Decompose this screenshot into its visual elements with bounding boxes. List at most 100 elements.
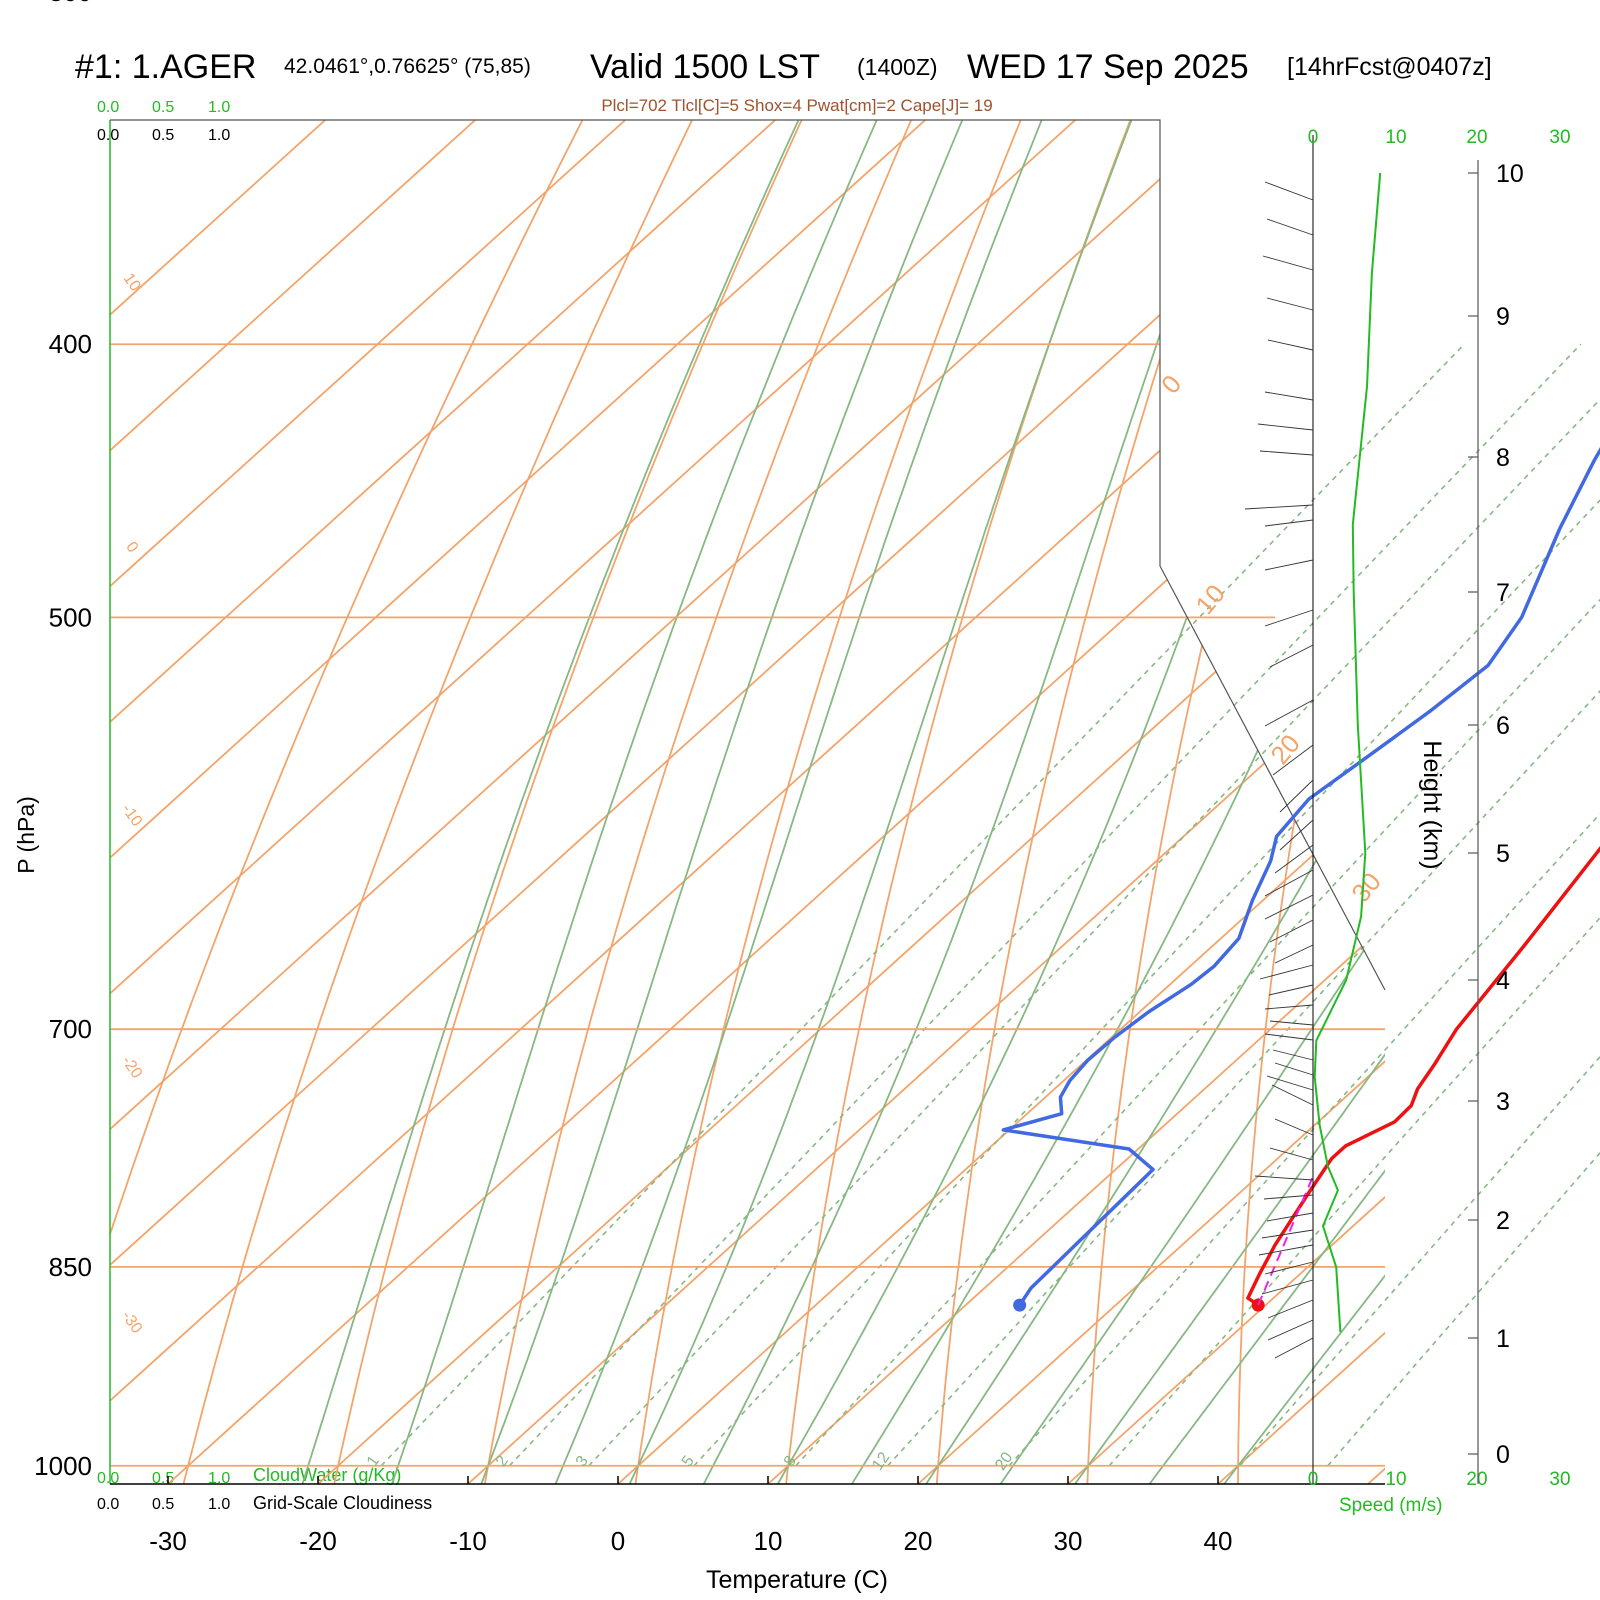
isotherm-line bbox=[110, 120, 1385, 1484]
wind-barb bbox=[1259, 450, 1314, 456]
height-tick-label: 4 bbox=[1496, 967, 1510, 995]
speed-tick-bottom: 0 bbox=[1308, 1469, 1319, 1490]
pressure-label: 850 bbox=[49, 1252, 92, 1282]
wind-barb bbox=[1267, 1319, 1314, 1341]
wind-barb bbox=[1269, 644, 1314, 668]
isotherm-line bbox=[110, 120, 1385, 1484]
wind-barb bbox=[1269, 919, 1314, 943]
temperature-line bbox=[1246, 845, 1600, 1307]
isotherm-line bbox=[467, 120, 1385, 1484]
isotherm-label: 10 bbox=[1189, 578, 1231, 619]
wind-barb bbox=[1261, 1229, 1314, 1239]
moist-adiabat-line bbox=[777, 120, 1385, 1484]
x-tick-label: 20 bbox=[904, 1526, 933, 1556]
height-tick-label: 2 bbox=[1496, 1207, 1510, 1235]
top-black-tick: 0.5 bbox=[152, 127, 174, 144]
moist-adiabat-line bbox=[999, 120, 1385, 1484]
top-green-tick: 1.0 bbox=[208, 99, 230, 116]
y-axis-title: P (hPa) bbox=[13, 796, 39, 874]
wind-barb bbox=[1262, 255, 1314, 271]
speed-tick-bottom: 30 bbox=[1549, 1469, 1570, 1490]
dry-adiabat-line bbox=[1237, 120, 1385, 1484]
dry-adiabat-label: -10 bbox=[118, 801, 145, 830]
top-green-tick: 0.5 bbox=[152, 99, 174, 116]
mixing-ratio-line bbox=[380, 343, 1465, 1467]
dry-adiabat-line bbox=[182, 120, 859, 1484]
wind-barb bbox=[1267, 1299, 1314, 1319]
height-tick-label: 10 bbox=[1496, 160, 1524, 188]
speed-tick-bottom: 10 bbox=[1385, 1469, 1406, 1490]
isotherm-line bbox=[1518, 0, 1600, 1484]
height-tick-label: 0 bbox=[1496, 1441, 1510, 1469]
mixing-ratio-line bbox=[588, 398, 1600, 1467]
moist-adiabat-line bbox=[628, 120, 1277, 1484]
wind-barb bbox=[1263, 1194, 1314, 1200]
isotherm-line bbox=[767, 120, 1385, 1484]
dry-adiabat-line bbox=[483, 120, 1062, 1484]
height-tick-label: 8 bbox=[1496, 444, 1510, 472]
mixing-ratio-label: 12 bbox=[869, 1449, 893, 1473]
wind-barb bbox=[1274, 1062, 1314, 1076]
wind-barb bbox=[1264, 894, 1314, 920]
isotherm-line bbox=[110, 120, 714, 1484]
x-axis-title: Temperature (C) bbox=[706, 1566, 888, 1594]
speed-tick-top: 30 bbox=[1549, 127, 1570, 148]
wind-barb bbox=[1266, 218, 1314, 236]
isotherm-label: 20 bbox=[1264, 728, 1306, 769]
dewpoint-line bbox=[1001, 447, 1600, 1307]
wind-barb bbox=[1254, 1175, 1314, 1181]
valid-date: WED 17 Sep 2025 bbox=[967, 48, 1249, 86]
moist-adiabat-line bbox=[480, 120, 1121, 1484]
speed-tick-top: 10 bbox=[1385, 127, 1406, 148]
x-tick-label: 30 bbox=[1054, 1526, 1083, 1556]
wind-barb bbox=[1257, 423, 1314, 431]
moist-adiabat-line bbox=[1074, 120, 1385, 1484]
parcel-path-line bbox=[1257, 1172, 1316, 1306]
mixing-ratio-line bbox=[693, 499, 1600, 1467]
top-black-tick: 0.0 bbox=[97, 127, 119, 144]
wind-barb bbox=[1264, 699, 1314, 727]
wind-barb bbox=[1279, 779, 1314, 813]
height-axis: 0 1 2 3 4 5 6 7 8 9 10 bbox=[1468, 160, 1524, 1484]
isotherm-line bbox=[1067, 120, 1385, 1484]
mixing-ratio-line bbox=[1008, 812, 1600, 1467]
bottom-black-tick: 0.0 bbox=[97, 1496, 119, 1513]
top-black-scale: 0.0 0.5 1.0 bbox=[97, 127, 230, 144]
dry-adiabat-label: 10 bbox=[120, 270, 144, 294]
mixing-ratio-line bbox=[1239, 1055, 1600, 1467]
mixing-ratio-line bbox=[795, 598, 1600, 1467]
wind-speed-line bbox=[1313, 172, 1382, 1333]
mixing-ratio-label: 5 bbox=[679, 1453, 698, 1470]
mixing-ratio-line bbox=[1327, 1151, 1600, 1467]
wind-barb bbox=[1266, 297, 1314, 311]
mixing-ratio-label: 3 bbox=[573, 1453, 592, 1470]
isotherm-lines bbox=[110, 0, 1600, 1484]
isobar-lines bbox=[110, 343, 1385, 1467]
wind-barb bbox=[1274, 1337, 1314, 1359]
speed-label: Speed (m/s) bbox=[1339, 1495, 1442, 1516]
moist-adiabat-line bbox=[1223, 120, 1385, 1484]
mixing-ratio-line bbox=[508, 343, 1582, 1467]
dewpoint-surface-point bbox=[1013, 1298, 1027, 1312]
cloudiness-label: Grid-Scale Cloudiness bbox=[253, 1493, 432, 1513]
x-tick-label: -10 bbox=[449, 1526, 487, 1556]
pressure-label: 500 bbox=[49, 602, 92, 632]
dry-adiabat-line bbox=[333, 120, 960, 1484]
wind-barb bbox=[1274, 944, 1314, 964]
dry-adiabat-label: 0 bbox=[122, 539, 141, 556]
wind-barb bbox=[1264, 1004, 1314, 1010]
wind-barb bbox=[1272, 744, 1314, 776]
wind-barb bbox=[1264, 559, 1314, 571]
wind-barb bbox=[1264, 609, 1314, 627]
temperature-surface-point bbox=[1251, 1298, 1265, 1312]
bottom-green-tick: 0.0 bbox=[97, 1470, 119, 1487]
pressure-label: 400 bbox=[49, 329, 92, 359]
moist-adiabat-lines bbox=[301, 120, 1385, 1484]
wind-barb bbox=[1261, 1279, 1314, 1295]
height-tick-label: 1 bbox=[1496, 1325, 1510, 1353]
wind-barb bbox=[1266, 1075, 1314, 1091]
valid-zulu: (1400Z) bbox=[857, 54, 938, 80]
isotherm-line bbox=[110, 120, 1014, 1484]
isotherm-line bbox=[617, 120, 1385, 1484]
isotherm-line bbox=[917, 120, 1385, 1484]
